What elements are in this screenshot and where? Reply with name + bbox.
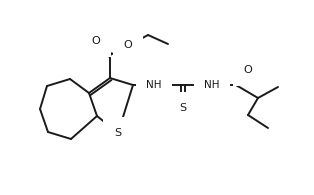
Text: O: O bbox=[92, 36, 100, 46]
Text: O: O bbox=[244, 65, 252, 75]
Text: NH: NH bbox=[146, 80, 162, 90]
Text: O: O bbox=[124, 40, 133, 50]
Text: NH: NH bbox=[204, 80, 220, 90]
Text: S: S bbox=[114, 128, 122, 138]
Text: S: S bbox=[179, 103, 187, 113]
